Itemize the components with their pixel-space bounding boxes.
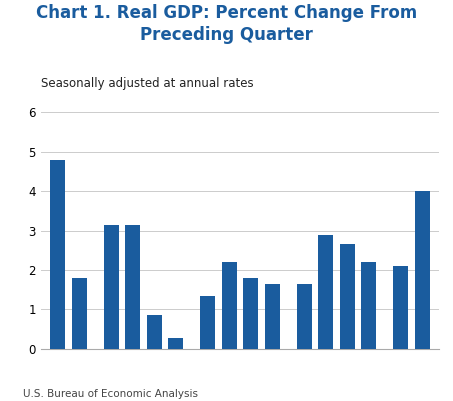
Bar (318, 235, 333, 349)
Bar (265, 284, 280, 349)
Bar (393, 266, 408, 349)
Bar (361, 262, 376, 349)
Bar (104, 225, 119, 349)
Bar (340, 244, 355, 349)
Bar (243, 278, 258, 349)
Text: Chart 1. Real GDP: Percent Change From
Preceding Quarter: Chart 1. Real GDP: Percent Change From P… (36, 4, 417, 44)
Text: Seasonally adjusted at annual rates: Seasonally adjusted at annual rates (41, 77, 253, 90)
Bar (72, 278, 87, 349)
Text: U.S. Bureau of Economic Analysis: U.S. Bureau of Economic Analysis (23, 389, 198, 399)
Bar (169, 338, 183, 349)
Bar (50, 160, 65, 349)
Bar (415, 191, 430, 349)
Bar (200, 296, 216, 349)
Bar (297, 284, 312, 349)
Bar (125, 225, 140, 349)
Bar (147, 315, 162, 349)
Bar (222, 262, 237, 349)
